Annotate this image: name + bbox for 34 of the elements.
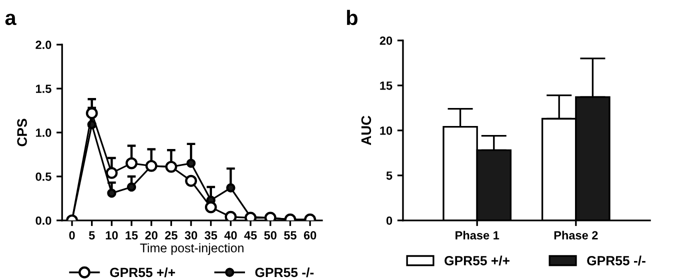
x-tick-label: 30 [184,231,198,240]
y-axis-title: CPS [17,118,27,146]
y-tick-label: 0.5 [36,172,52,181]
x-axis-title: Time post-injection [140,243,244,255]
x-tick-label: 35 [204,231,218,240]
x-tick-label: Phase 2 [554,230,598,240]
x-tick-label: 0 [69,231,75,240]
legend-label: GPR55 -/- [587,256,646,266]
x-tick-label: 45 [244,231,257,240]
x-tick-label: 5 [88,231,95,240]
y-axis-title: AUC [361,116,372,146]
x-tick-label: 50 [264,231,276,240]
legend-label: GPR55 +/+ [444,256,510,266]
y-tick-label: 1.0 [36,128,52,137]
x-tick-label: 60 [304,231,316,240]
x-tick-label: 55 [284,231,296,240]
legend-label: GPR55 -/- [255,267,314,278]
y-tick-label: 0.0 [36,216,52,225]
y-tick-label: 15 [380,82,392,90]
x-tick-label: 25 [165,231,178,240]
chart-title: b [346,10,358,26]
x-tick-label: 40 [224,231,237,240]
legend-label: GPR55 +/+ [110,267,176,278]
x-tick-label: 20 [145,231,158,240]
y-tick-label: 2.0 [36,40,52,50]
y-tick-label: 0 [386,216,392,225]
y-tick-label: 5 [386,172,392,180]
y-tick-label: 1.5 [36,84,52,93]
x-tick-label: Phase 1 [456,230,500,240]
y-tick-label: 10 [380,126,392,135]
x-tick-label: 10 [106,231,118,240]
chart-title: a [5,14,16,26]
x-tick-label: 15 [126,231,138,240]
y-tick-label: 20 [380,36,392,45]
